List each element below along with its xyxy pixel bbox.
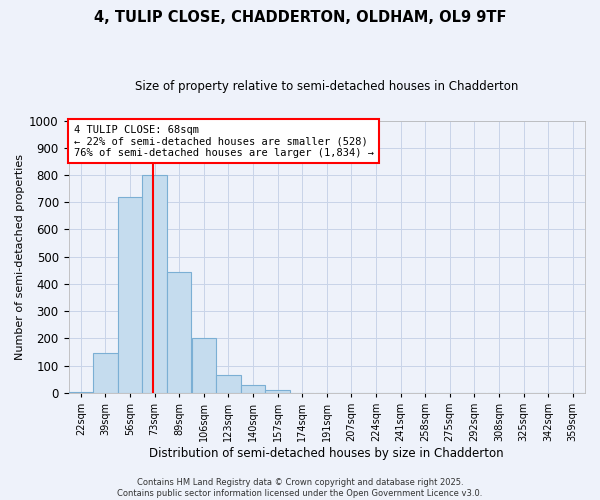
Title: Size of property relative to semi-detached houses in Chadderton: Size of property relative to semi-detach…: [135, 80, 518, 93]
Bar: [118, 197, 142, 393]
Bar: [93, 354, 118, 393]
Text: Contains HM Land Registry data © Crown copyright and database right 2025.
Contai: Contains HM Land Registry data © Crown c…: [118, 478, 482, 498]
Y-axis label: Number of semi-detached properties: Number of semi-detached properties: [15, 154, 25, 360]
Bar: [142, 175, 167, 393]
Text: 4 TULIP CLOSE: 68sqm
← 22% of semi-detached houses are smaller (528)
76% of semi: 4 TULIP CLOSE: 68sqm ← 22% of semi-detac…: [74, 124, 374, 158]
Bar: [191, 338, 216, 393]
Bar: [167, 272, 191, 393]
X-axis label: Distribution of semi-detached houses by size in Chadderton: Distribution of semi-detached houses by …: [149, 447, 504, 460]
Bar: [216, 375, 241, 393]
Bar: [68, 392, 93, 393]
Bar: [241, 386, 265, 393]
Text: 4, TULIP CLOSE, CHADDERTON, OLDHAM, OL9 9TF: 4, TULIP CLOSE, CHADDERTON, OLDHAM, OL9 …: [94, 10, 506, 25]
Bar: [265, 390, 290, 393]
